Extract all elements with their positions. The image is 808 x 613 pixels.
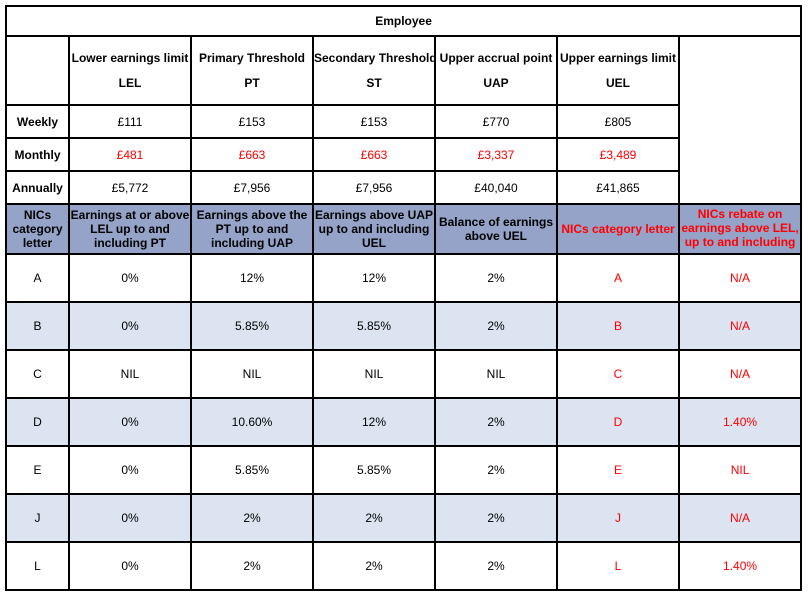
category-letter: D <box>5 397 70 447</box>
employee-nics-table: Employee Lower earnings limit LEL Primary… <box>4 5 803 591</box>
rates-header: Earnings above the PT up to and includin… <box>190 203 314 255</box>
blank-right-cell <box>677 35 803 205</box>
rate-value: 12% <box>190 253 314 303</box>
category-letter: C <box>556 349 680 399</box>
row-label: Weekly <box>5 104 70 139</box>
rate-value: 0% <box>68 253 192 303</box>
rebate-value: NIL <box>677 445 803 495</box>
rate-value: NIL <box>434 349 558 399</box>
category-letter: J <box>556 493 680 543</box>
rate-value: 0% <box>68 541 192 591</box>
rebate-value: N/A <box>677 253 803 303</box>
rate-value: 2% <box>434 301 558 351</box>
rate-value: 5.85% <box>190 445 314 495</box>
threshold-value: £5,772 <box>68 170 192 205</box>
rate-value: 5.85% <box>190 301 314 351</box>
threshold-row-weekly: Weekly £111 £153 £153 £770 £805 <box>5 104 801 139</box>
rates-header: NICs category letter <box>5 203 70 255</box>
rate-value: 12% <box>312 397 436 447</box>
rebate-value: N/A <box>677 301 803 351</box>
threshold-value: £41,865 <box>556 170 680 205</box>
rate-value: 2% <box>312 493 436 543</box>
rate-value: 2% <box>434 397 558 447</box>
threshold-value: £481 <box>68 137 192 172</box>
threshold-value: £3,337 <box>434 137 558 172</box>
row-label: Monthly <box>5 137 70 172</box>
rebate-value: N/A <box>677 349 803 399</box>
rate-value: 2% <box>434 253 558 303</box>
rate-value: 5.85% <box>312 445 436 495</box>
threshold-value: £153 <box>312 104 436 139</box>
rate-value: 12% <box>312 253 436 303</box>
threshold-value: £153 <box>190 104 314 139</box>
category-letter: E <box>556 445 680 495</box>
rate-row: J 0% 2% 2% 2% J N/A <box>5 493 803 543</box>
category-letter: J <box>5 493 70 543</box>
rate-row: C NIL NIL NIL NIL C N/A <box>5 349 803 399</box>
rate-value: 2% <box>434 445 558 495</box>
threshold-value: £770 <box>434 104 558 139</box>
rate-value: NIL <box>312 349 436 399</box>
category-letter: A <box>5 253 70 303</box>
category-letter: C <box>5 349 70 399</box>
category-letter: E <box>5 445 70 495</box>
threshold-row-annually: Annually £5,772 £7,956 £7,956 £40,040 £4… <box>5 170 801 205</box>
rate-row: D 0% 10.60% 12% 2% D 1.40% <box>5 397 803 447</box>
rebate-value: N/A <box>677 493 803 543</box>
rate-value: 0% <box>68 397 192 447</box>
category-letter: B <box>556 301 680 351</box>
threshold-header: Upper accrual point UAP <box>434 35 558 106</box>
rate-value: 2% <box>434 493 558 543</box>
threshold-value: £3,489 <box>556 137 680 172</box>
rate-value: 10.60% <box>190 397 314 447</box>
rate-row: B 0% 5.85% 5.85% 2% B N/A <box>5 301 803 351</box>
threshold-value: £7,956 <box>190 170 314 205</box>
threshold-value: £7,956 <box>312 170 436 205</box>
blank-corner-cell <box>5 35 70 106</box>
rate-value: 2% <box>190 541 314 591</box>
rate-value: NIL <box>190 349 314 399</box>
table-title: Employee <box>4 5 803 37</box>
rate-value: 5.85% <box>312 301 436 351</box>
rate-value: 2% <box>312 541 436 591</box>
rate-row: L 0% 2% 2% 2% L 1.40% <box>5 541 803 591</box>
rate-value: 0% <box>68 493 192 543</box>
rate-value: NIL <box>68 349 192 399</box>
rates-header: NICs category letter <box>556 203 680 255</box>
rate-value: 2% <box>190 493 314 543</box>
rates-header: Balance of earnings above UEL <box>434 203 558 255</box>
rates-header: NICs rebate on earnings above LEL, up to… <box>677 203 803 255</box>
threshold-header: Secondary Threshold ST <box>312 35 436 106</box>
threshold-header: Primary Threshold PT <box>190 35 314 106</box>
rate-value: 0% <box>68 445 192 495</box>
category-letter: B <box>5 301 70 351</box>
category-letter: D <box>556 397 680 447</box>
rate-row: E 0% 5.85% 5.85% 2% E NIL <box>5 445 803 495</box>
threshold-header: Upper earnings limit UEL <box>556 35 680 106</box>
rate-row: A 0% 12% 12% 2% A N/A <box>5 253 803 303</box>
category-letter: A <box>556 253 680 303</box>
rebate-value: 1.40% <box>677 397 803 447</box>
threshold-value: £663 <box>312 137 436 172</box>
rates-header-row: NICs category letter Earnings at or abov… <box>5 203 803 255</box>
threshold-value: £40,040 <box>434 170 558 205</box>
threshold-value: £111 <box>68 104 192 139</box>
rebate-value: 1.40% <box>677 541 803 591</box>
threshold-value: £663 <box>190 137 314 172</box>
rates-header: Earnings at or above LEL up to and inclu… <box>68 203 192 255</box>
rate-value: 2% <box>434 541 558 591</box>
category-letter: L <box>556 541 680 591</box>
category-letter: L <box>5 541 70 591</box>
threshold-row-monthly: Monthly £481 £663 £663 £3,337 £3,489 <box>5 137 801 172</box>
threshold-header: Lower earnings limit LEL <box>68 35 192 106</box>
rates-header: Earnings above UAP up to and including U… <box>312 203 436 255</box>
threshold-value: £805 <box>556 104 680 139</box>
threshold-header-row: Lower earnings limit LEL Primary Threshol… <box>5 35 803 205</box>
rate-value: 0% <box>68 301 192 351</box>
row-label: Annually <box>5 170 70 205</box>
